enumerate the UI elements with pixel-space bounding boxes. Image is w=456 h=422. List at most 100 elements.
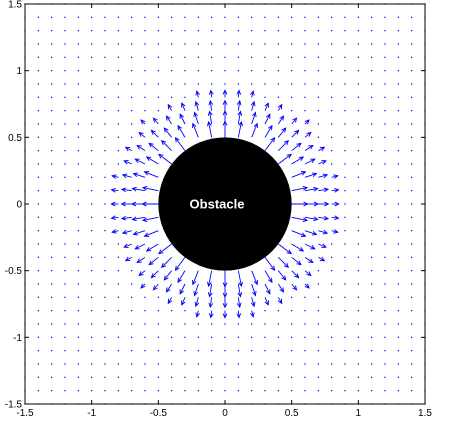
- field-point: [90, 323, 93, 325]
- field-point: [330, 69, 333, 72]
- field-point: [384, 256, 386, 259]
- field-arrow: [120, 215, 132, 221]
- field-arrow: [222, 99, 228, 111]
- field-arrow: [145, 243, 159, 252]
- field-arrow: [181, 102, 186, 111]
- field-point: [77, 389, 80, 392]
- field-arrow: [277, 297, 283, 305]
- y-tick-label: 1.5: [8, 0, 22, 11]
- field-point: [104, 229, 106, 232]
- field-point: [370, 269, 373, 272]
- field-arrow: [207, 120, 213, 138]
- field-point: [410, 43, 413, 45]
- field-point: [384, 176, 386, 179]
- field-point: [237, 83, 240, 85]
- field-point: [210, 83, 213, 85]
- field-point: [304, 389, 306, 392]
- field-point: [250, 389, 253, 392]
- field-point: [77, 309, 80, 312]
- field-point: [397, 136, 400, 139]
- field-arrow: [141, 201, 159, 207]
- field-point: [130, 389, 133, 392]
- field-point: [250, 363, 253, 365]
- field-arrow: [237, 110, 243, 125]
- field-point: [357, 376, 360, 379]
- field-point: [130, 336, 133, 339]
- field-point: [397, 69, 400, 72]
- field-point: [117, 163, 120, 165]
- field-arrow: [181, 297, 186, 306]
- field-arrow: [291, 142, 302, 152]
- field-point: [344, 83, 346, 85]
- field-point: [370, 189, 373, 192]
- field-point: [277, 389, 280, 392]
- field-arrow: [304, 131, 312, 138]
- field-point: [157, 296, 160, 299]
- field-point: [384, 336, 386, 339]
- field-point: [170, 69, 173, 72]
- field-point: [330, 336, 333, 339]
- field-point: [410, 389, 413, 392]
- field-point: [210, 376, 213, 379]
- field-arrow: [318, 256, 326, 262]
- field-point: [237, 363, 240, 365]
- field-point: [104, 176, 106, 179]
- field-point: [50, 243, 53, 245]
- field-point: [330, 389, 333, 392]
- field-point: [277, 69, 280, 72]
- field-point: [64, 136, 66, 139]
- field-point: [144, 363, 146, 365]
- field-arrow: [208, 89, 214, 98]
- field-point: [330, 296, 333, 299]
- field-point: [37, 163, 40, 165]
- field-arrow: [277, 270, 287, 281]
- field-point: [184, 16, 186, 19]
- field-point: [237, 29, 240, 32]
- field-point: [130, 349, 133, 352]
- field-point: [264, 309, 266, 312]
- field-arrow: [222, 310, 228, 319]
- field-arrow: [193, 283, 199, 297]
- field-point: [397, 283, 400, 285]
- field-point: [50, 389, 53, 392]
- field-point: [210, 16, 213, 19]
- field-arrow: [163, 270, 173, 281]
- field-point: [397, 216, 400, 219]
- field-point: [37, 16, 40, 19]
- field-point: [290, 309, 293, 312]
- field-point: [357, 149, 360, 152]
- field-point: [64, 363, 66, 365]
- field-point: [170, 96, 173, 99]
- field-point: [50, 176, 53, 179]
- field-arrow: [318, 229, 329, 235]
- field-point: [277, 323, 280, 325]
- field-arrow: [192, 122, 199, 138]
- field-point: [77, 283, 80, 285]
- field-point: [357, 309, 360, 312]
- field-arrow: [167, 297, 173, 305]
- field-arrow: [158, 153, 172, 165]
- field-arrow: [264, 113, 271, 125]
- field-arrow: [304, 158, 316, 165]
- field-arrow: [152, 283, 159, 291]
- field-point: [330, 96, 333, 99]
- field-point: [144, 323, 146, 325]
- field-point: [130, 69, 133, 72]
- field-point: [357, 283, 360, 285]
- field-arrow: [278, 257, 289, 268]
- field-point: [144, 296, 146, 299]
- field-point: [90, 349, 93, 352]
- field-point: [344, 363, 346, 365]
- field-point: [304, 29, 306, 32]
- field-point: [344, 256, 346, 259]
- field-point: [64, 283, 66, 285]
- field-point: [90, 229, 93, 232]
- y-tick-label: 1: [16, 66, 22, 77]
- field-arrow: [304, 172, 318, 178]
- field-point: [77, 203, 80, 205]
- field-point: [90, 176, 93, 179]
- field-point: [104, 189, 106, 192]
- field-point: [90, 43, 93, 45]
- field-point: [224, 29, 226, 32]
- field-point: [370, 96, 373, 99]
